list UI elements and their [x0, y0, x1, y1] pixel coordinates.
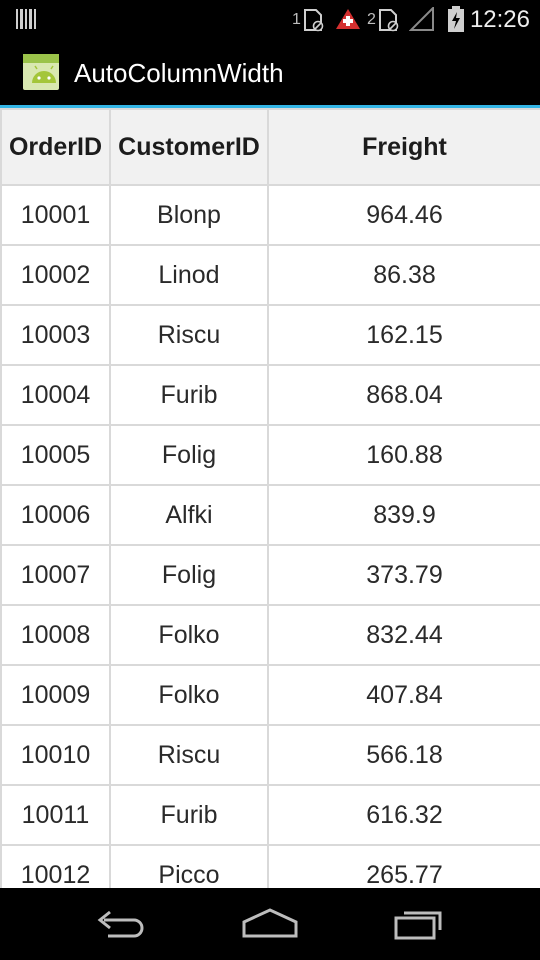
home-icon[interactable]	[240, 902, 300, 946]
cell-customerid: Riscu	[109, 304, 269, 366]
column-header-orderid[interactable]: OrderID	[0, 108, 111, 186]
cell-orderid: 10004	[0, 364, 111, 426]
cell-freight: 86.38	[267, 244, 540, 306]
cell-freight: 868.04	[267, 364, 540, 426]
signal-icon	[409, 7, 434, 31]
alert-icon	[336, 9, 360, 29]
cell-freight: 566.18	[267, 724, 540, 786]
cell-orderid: 10009	[0, 664, 111, 726]
battery-charging-icon	[448, 6, 464, 32]
cell-customerid: Furib	[109, 364, 269, 426]
cell-customerid: Folko	[109, 664, 269, 726]
sim-data-icon	[379, 9, 399, 32]
cell-orderid: 10006	[0, 484, 111, 546]
app-title: AutoColumnWidth	[74, 58, 284, 88]
table-row[interactable]: 10005 Folig 160.88	[0, 424, 540, 486]
data-grid[interactable]: OrderID CustomerID Freight 10001 Blonp 9…	[0, 108, 540, 888]
recents-icon[interactable]	[390, 902, 450, 946]
table-row[interactable]: 10009 Folko 407.84	[0, 664, 540, 726]
clock: 12:26	[469, 6, 530, 33]
cell-freight: 964.46	[267, 184, 540, 246]
cell-orderid: 10005	[0, 424, 111, 486]
barcode-icon	[16, 9, 36, 29]
cell-orderid: 10002	[0, 244, 111, 306]
cell-freight: 407.84	[267, 664, 540, 726]
cell-customerid: Folig	[109, 424, 269, 486]
cell-customerid: Alfki	[109, 484, 269, 546]
cell-orderid: 10010	[0, 724, 111, 786]
table-row[interactable]: 10004 Furib 868.04	[0, 364, 540, 426]
cell-orderid: 10003	[0, 304, 111, 366]
table-row[interactable]: 10010 Riscu 566.18	[0, 724, 540, 786]
cell-freight: 832.44	[267, 604, 540, 666]
cell-orderid: 10012	[0, 844, 111, 888]
cell-customerid: Folig	[109, 544, 269, 606]
android-app-icon[interactable]	[22, 53, 62, 93]
column-header-freight[interactable]: Freight	[267, 108, 540, 186]
sim1-label: 1	[292, 11, 301, 28]
navigation-bar	[0, 888, 540, 960]
table-row[interactable]: 10002 Linod 86.38	[0, 244, 540, 306]
cell-orderid: 10008	[0, 604, 111, 666]
cell-orderid: 10007	[0, 544, 111, 606]
status-bar: 1 2 12:26	[0, 0, 540, 38]
cell-freight: 162.15	[267, 304, 540, 366]
cell-customerid: Folko	[109, 604, 269, 666]
table-row[interactable]: 10003 Riscu 162.15	[0, 304, 540, 366]
column-header-customerid[interactable]: CustomerID	[109, 108, 269, 186]
cell-freight: 616.32	[267, 784, 540, 846]
sim2-label: 2	[367, 11, 376, 28]
cell-orderid: 10011	[0, 784, 111, 846]
table-row[interactable]: 10011 Furib 616.32	[0, 784, 540, 846]
back-icon[interactable]	[90, 902, 150, 946]
cell-orderid: 10001	[0, 184, 111, 246]
cell-customerid: Picco	[109, 844, 269, 888]
cell-freight: 160.88	[267, 424, 540, 486]
cell-freight: 265.77	[267, 844, 540, 888]
cell-freight: 839.9	[267, 484, 540, 546]
table-row[interactable]: 10001 Blonp 964.46	[0, 184, 540, 246]
cell-freight: 373.79	[267, 544, 540, 606]
cell-customerid: Riscu	[109, 724, 269, 786]
action-bar: AutoColumnWidth	[0, 38, 540, 108]
table-row[interactable]: 10012 Picco 265.77	[0, 844, 540, 888]
table-row[interactable]: 10007 Folig 373.79	[0, 544, 540, 606]
header-row: OrderID CustomerID Freight	[0, 108, 540, 186]
sim-data-icon	[304, 9, 324, 32]
table-row[interactable]: 10006 Alfki 839.9	[0, 484, 540, 546]
cell-customerid: Furib	[109, 784, 269, 846]
table-row[interactable]: 10008 Folko 832.44	[0, 604, 540, 666]
cell-customerid: Blonp	[109, 184, 269, 246]
cell-customerid: Linod	[109, 244, 269, 306]
orders-table: OrderID CustomerID Freight 10001 Blonp 9…	[0, 108, 540, 888]
